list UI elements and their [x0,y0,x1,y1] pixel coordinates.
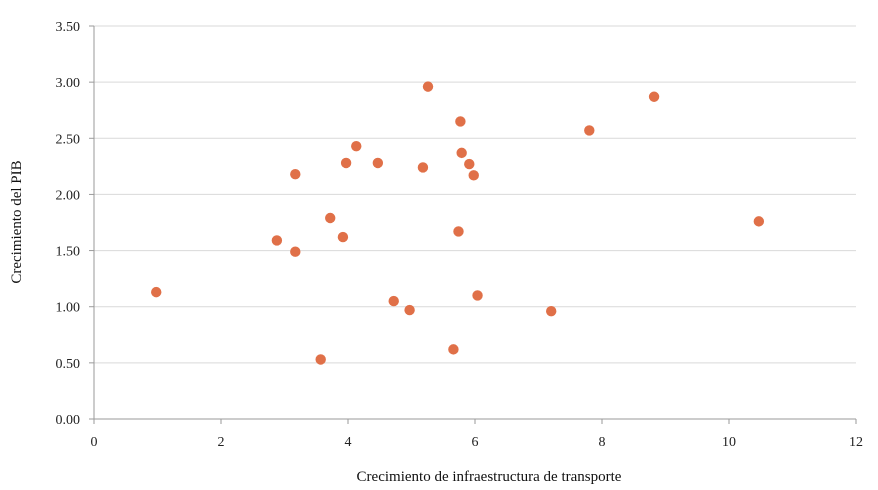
scatter-point [417,162,429,173]
scatter-point [351,140,362,152]
x-tick-label: 6 [472,435,479,450]
gridlines [94,25,856,364]
scatter-point [388,295,399,307]
scatter-point [271,235,283,246]
y-tick-label: 2.00 [56,188,81,203]
y-tick-label: 1.00 [56,301,81,316]
y-tick-label: 0.00 [56,413,81,428]
scatter-point [404,304,415,316]
y-tick-label: 3.00 [56,76,81,91]
scatter-point [337,231,349,243]
y-axis-title: Crecimiento del PIB [9,160,25,283]
y-tick-label: 0.50 [56,357,81,372]
scatter-point [372,157,384,169]
y-axis-ticks: 0.00 0.50 1.00 1.50 2.00 2.50 3.00 3.50 [56,20,94,428]
scatter-point [422,81,434,92]
y-tick-label: 3.50 [56,20,81,35]
scatter-point [290,246,301,257]
x-tick-label: 10 [722,435,736,450]
scatter-point [468,170,479,181]
scatter-point [472,290,483,301]
x-tick-label: 4 [345,435,352,450]
scatter-point [648,91,660,102]
scatter-point [584,125,595,136]
axes [93,26,856,420]
x-axis-ticks: 0 2 4 6 8 10 12 [91,419,863,450]
x-tick-label: 12 [849,435,863,450]
x-tick-label: 0 [91,435,98,450]
scatter-point [448,344,459,355]
x-tick-label: 8 [599,435,606,450]
scatter-point [151,286,162,298]
y-tick-label: 2.50 [56,132,81,147]
scatter-point [455,116,466,127]
x-axis-title: Crecimiento de infraestructura de transp… [357,469,622,485]
scatter-point [340,157,352,169]
y-tick-label: 1.50 [56,245,81,260]
scatter-point [464,158,475,170]
scatter-point [290,169,301,180]
scatter-point [315,354,326,365]
scatter-point [325,212,336,224]
data-points [151,81,765,365]
scatter-point [546,306,557,317]
scatter-point [453,226,464,237]
scatter-point [753,216,765,227]
scatter-point [456,147,467,159]
x-tick-label: 2 [218,435,225,450]
